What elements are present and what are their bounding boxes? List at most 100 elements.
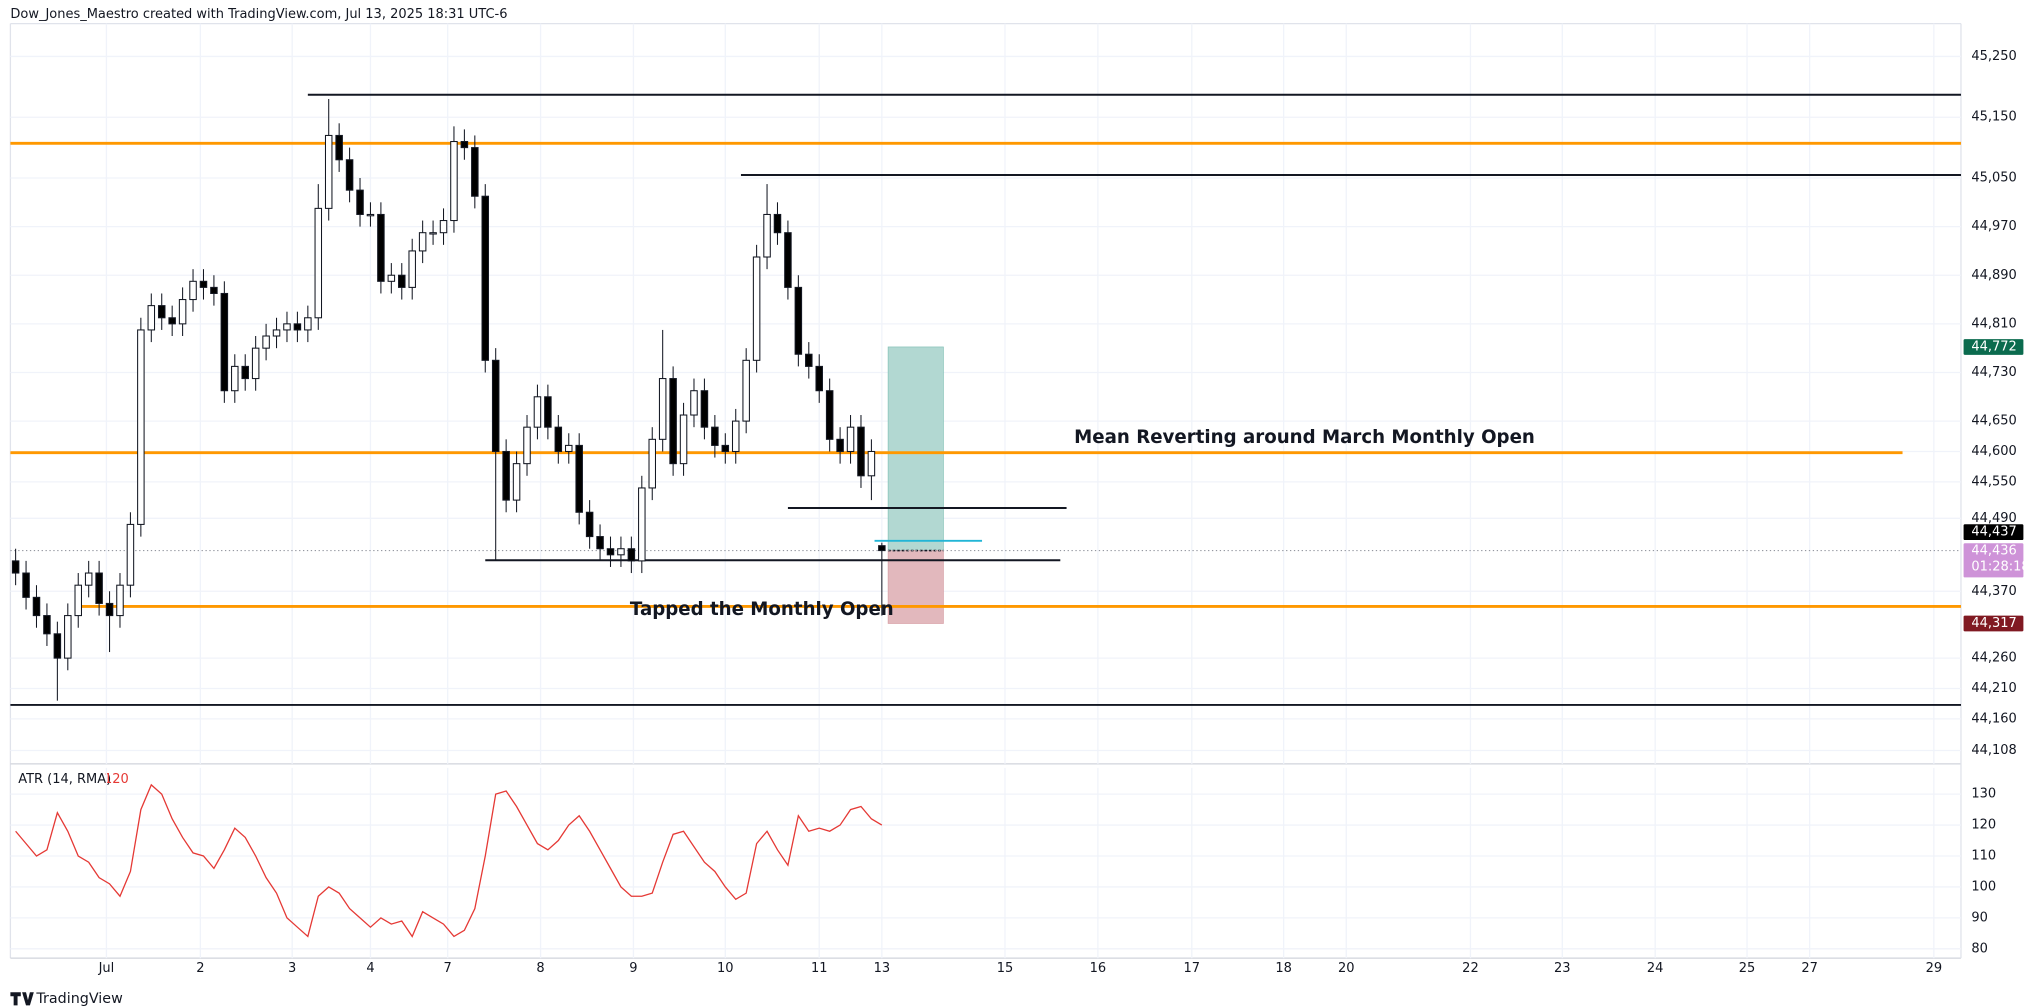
y-tick-label: 44,108 [1971, 743, 2016, 758]
candle-body [32, 596, 41, 617]
candle-body [116, 584, 124, 617]
candle-body [210, 286, 218, 294]
candle-body [512, 463, 521, 501]
candle-body [283, 323, 291, 331]
stop-zone [887, 550, 944, 624]
candle-body [491, 359, 500, 453]
y-tick-label: 44,650 [1971, 414, 2016, 429]
candle-body [648, 438, 657, 489]
candle-body [147, 305, 156, 331]
x-tick-label: 23 [1554, 961, 1571, 976]
price-tag-label: 44,772 [1971, 339, 2016, 354]
price-tag-label: 44,436 [1971, 544, 2016, 559]
y-tick-label: 110 [1971, 848, 1996, 863]
x-tick-label: 10 [717, 961, 734, 976]
candle-body [398, 274, 406, 288]
x-tick-label: Jul [98, 961, 115, 976]
y-tick-label: 44,260 [1971, 651, 2016, 666]
y-tick-label: 80 [1971, 941, 1988, 956]
candle-body [293, 323, 302, 331]
candle-body [752, 256, 761, 361]
candle-body [617, 548, 625, 556]
candle-body [43, 615, 51, 635]
y-tick-label: 44,490 [1971, 511, 2016, 526]
candle-body [304, 317, 312, 331]
y-tick-label: 130 [1971, 787, 1996, 802]
x-tick-label: 22 [1462, 961, 1479, 976]
candle-body [189, 280, 197, 301]
x-tick-label: 7 [444, 961, 452, 976]
header: Dow_Jones_Maestro created with TradingVi… [10, 7, 507, 22]
x-tick-label: 15 [997, 961, 1014, 976]
candle-body [272, 329, 281, 337]
y-tick-label: 45,150 [1971, 110, 2016, 125]
candle-body [126, 523, 135, 586]
x-tick-label: 18 [1275, 961, 1292, 976]
atr-last: 120 [104, 772, 129, 787]
x-tick-label: 24 [1647, 961, 1664, 976]
candle-body [450, 141, 458, 222]
y-tick-label: 44,210 [1971, 681, 2016, 696]
x-tick-label: 11 [811, 961, 828, 976]
candle-body [429, 232, 437, 235]
candle-body [11, 560, 20, 574]
candle-body [731, 420, 740, 453]
candle-body [241, 365, 249, 380]
candle-body [763, 213, 771, 258]
y-tick-label: 44,370 [1971, 584, 2016, 599]
candle-body [544, 396, 552, 428]
candle-body [627, 548, 636, 562]
candle-body [471, 147, 479, 197]
candle-body [157, 305, 166, 319]
candle-body [178, 299, 187, 325]
candle-body [408, 250, 416, 288]
candle-body [700, 390, 709, 428]
y-tick-label: 44,730 [1971, 365, 2016, 380]
y-tick-label: 45,050 [1971, 170, 2016, 185]
atr-line [15, 783, 883, 938]
candle-body [168, 317, 176, 325]
candle-body [867, 450, 876, 477]
candle-body [22, 572, 30, 598]
price-tag [1963, 524, 2024, 541]
candle-body [836, 438, 844, 453]
candle-body [345, 159, 354, 191]
candle-body [773, 213, 782, 234]
atr-legend: ATR (14, RMA) [18, 772, 111, 787]
price-tag [1963, 615, 2024, 632]
x-tick-label: 16 [1090, 961, 1107, 976]
x-tick-label: 8 [536, 961, 544, 976]
countdown: 01:28:18 [1971, 559, 2029, 574]
candle-body [533, 396, 542, 428]
candle-body [460, 141, 469, 149]
y-tick-label: 45,250 [1971, 49, 2016, 64]
x-tick-label: 2 [196, 961, 204, 976]
candle-body [387, 274, 396, 282]
annotation: Mean Reverting around March Monthly Open [1074, 427, 1535, 448]
price-tag [1963, 339, 2024, 355]
candle-body [105, 602, 114, 617]
candle-body [262, 335, 270, 349]
candle-body [846, 426, 855, 453]
candle-body [606, 548, 615, 556]
candle-body [721, 444, 730, 453]
candle-body [95, 572, 103, 604]
price-tag [1963, 543, 2024, 578]
candle-body [585, 511, 594, 538]
candle-body [53, 633, 62, 659]
candle-body [523, 426, 531, 465]
candle-body [314, 207, 323, 319]
candle-body [137, 329, 145, 525]
grid [10, 23, 1961, 959]
x-tick-label: 17 [1184, 961, 1201, 976]
x-tick-label: 27 [1801, 961, 1818, 976]
y-tick-label: 44,160 [1971, 711, 2016, 726]
x-tick-label: 20 [1338, 961, 1355, 976]
candle-body [679, 414, 688, 465]
candle-body [575, 444, 583, 513]
footer-logo-text[interactable]: TradingView [35, 991, 123, 1007]
